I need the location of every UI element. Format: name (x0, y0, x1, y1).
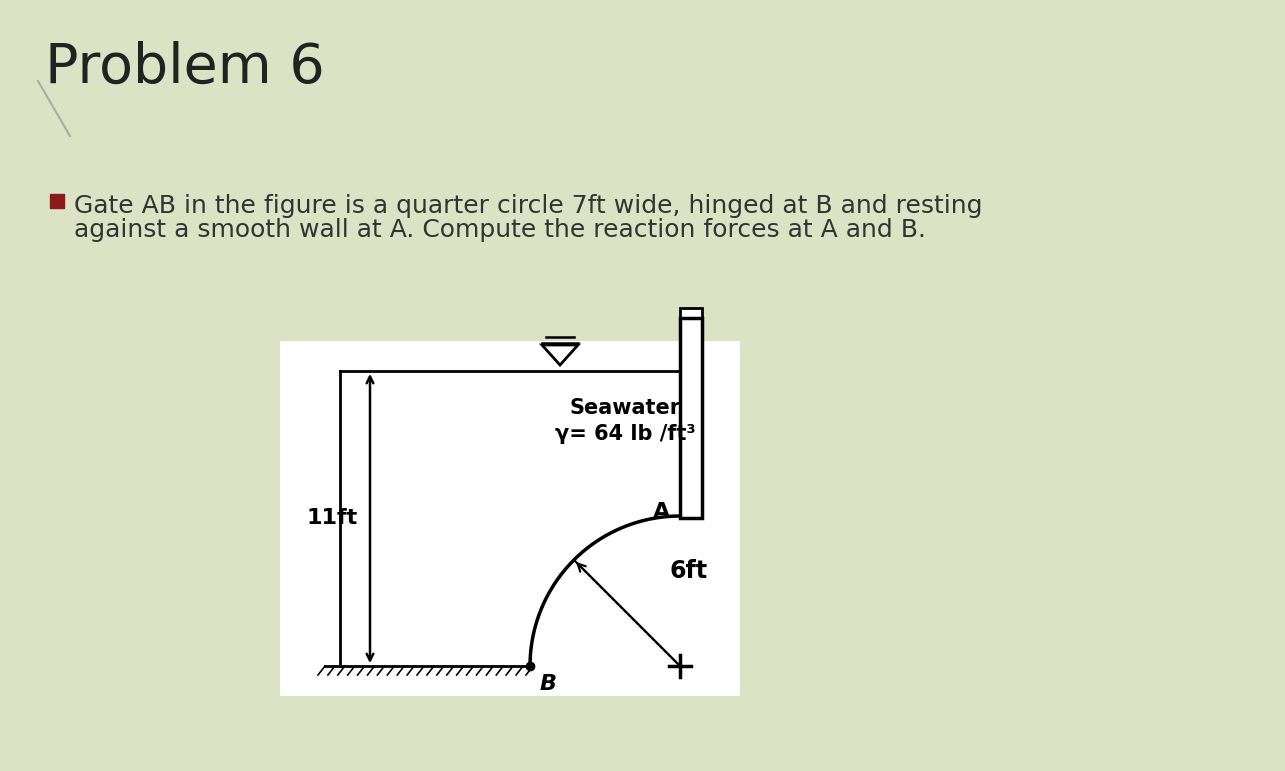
Bar (680, 369, 702, 516)
Text: 11ft: 11ft (307, 509, 359, 528)
Bar (280, 341, 740, 696)
Bar (50, 194, 64, 208)
Text: B: B (540, 674, 556, 694)
Bar (680, 318, 702, 518)
Text: Gate AB in the figure is a quarter circle 7ft wide, hinged at B and resting: Gate AB in the figure is a quarter circl… (75, 194, 983, 218)
Bar (680, 308, 702, 376)
Text: γ= 64 lb /ft³: γ= 64 lb /ft³ (555, 423, 695, 443)
Text: against a smooth wall at A. Compute the reaction forces at A and B.: against a smooth wall at A. Compute the … (75, 218, 926, 242)
Text: Seawater: Seawater (569, 399, 681, 419)
Text: 6ft: 6ft (669, 559, 708, 583)
Text: A: A (653, 502, 669, 522)
Text: Problem 6: Problem 6 (45, 41, 325, 95)
